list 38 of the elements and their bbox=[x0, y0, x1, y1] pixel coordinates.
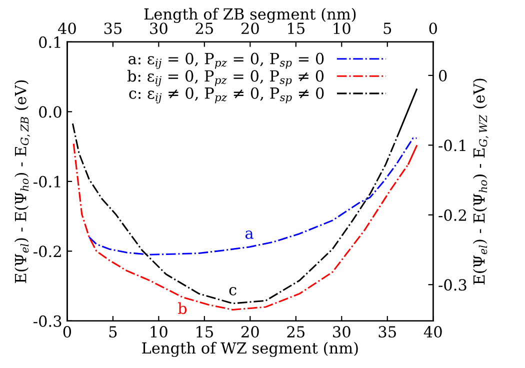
x2-tick-label: 25 bbox=[196, 22, 213, 34]
x-tick-label: 5 bbox=[109, 326, 117, 338]
y2-tick-label: -0.1 bbox=[438, 140, 466, 152]
x-tick-label: 35 bbox=[378, 326, 396, 338]
x-tick-label: 20 bbox=[241, 326, 259, 338]
legend-label: a: ε$_{ij}$ = 0, P$_{pz}$ = 0, P$_{sp}$ = 0 bbox=[128, 52, 324, 69]
y-tick-label: -0.1 bbox=[34, 176, 60, 188]
x2-tick-label: 30 bbox=[150, 22, 168, 34]
x-axis-title: Length of WZ segment (nm) bbox=[142, 342, 358, 357]
annotation: a bbox=[245, 230, 254, 239]
y2-tick-label: 0 bbox=[438, 70, 447, 82]
y-tick-label: -0.3 bbox=[34, 315, 62, 327]
x-tick-label: 15 bbox=[196, 326, 213, 338]
y2-axis-title: E(Ψ$_{el}$) - E(Ψ$_{ho}$) - E$_{G,WZ}$ (eV) bbox=[473, 78, 488, 284]
x-tick-label: 25 bbox=[287, 326, 304, 338]
x2-axis-title: Length of ZB segment (nm) bbox=[144, 8, 356, 23]
x-tick-label: 30 bbox=[333, 326, 350, 338]
x2-tick-label: 10 bbox=[334, 22, 350, 34]
line-series bbox=[88, 137, 418, 256]
y-tick-label: 0.1 bbox=[39, 36, 60, 48]
x-tick-label: 0 bbox=[63, 326, 72, 338]
y-axis-title: E(Ψ$_{el}$) - E(Ψ$_{ho}$) - E$_{G,ZB}$ (eV) bbox=[14, 80, 30, 283]
x2-tick-label: 0 bbox=[429, 22, 437, 34]
x-tick-label: 10 bbox=[150, 326, 168, 338]
annotation: b bbox=[178, 302, 187, 314]
x2-tick-label: 20 bbox=[241, 22, 259, 34]
y-tick-label: -0.2 bbox=[34, 246, 61, 258]
y2-tick-label: -0.3 bbox=[438, 279, 466, 291]
x2-tick-label: 35 bbox=[104, 22, 122, 34]
y2-tick-label: -0.2 bbox=[438, 209, 466, 221]
x2-tick-label: 5 bbox=[384, 22, 392, 34]
annotation: c bbox=[229, 287, 236, 296]
x2-tick-label: 40 bbox=[58, 22, 76, 34]
x-tick-label: 40 bbox=[424, 326, 442, 338]
y-tick-label: 0.0 bbox=[39, 106, 62, 118]
legend-label: b: ε$_{ij}$ = 0, P$_{pz}$ = 0, P$_{sp}$ ≠ 0 bbox=[127, 70, 324, 86]
legend-label: c: ε$_{ij}$ ≠ 0, P$_{pz}$ ≠ 0, P$_{sp}$ ≠ 0 bbox=[129, 87, 324, 104]
x2-tick-label: 15 bbox=[288, 22, 304, 34]
